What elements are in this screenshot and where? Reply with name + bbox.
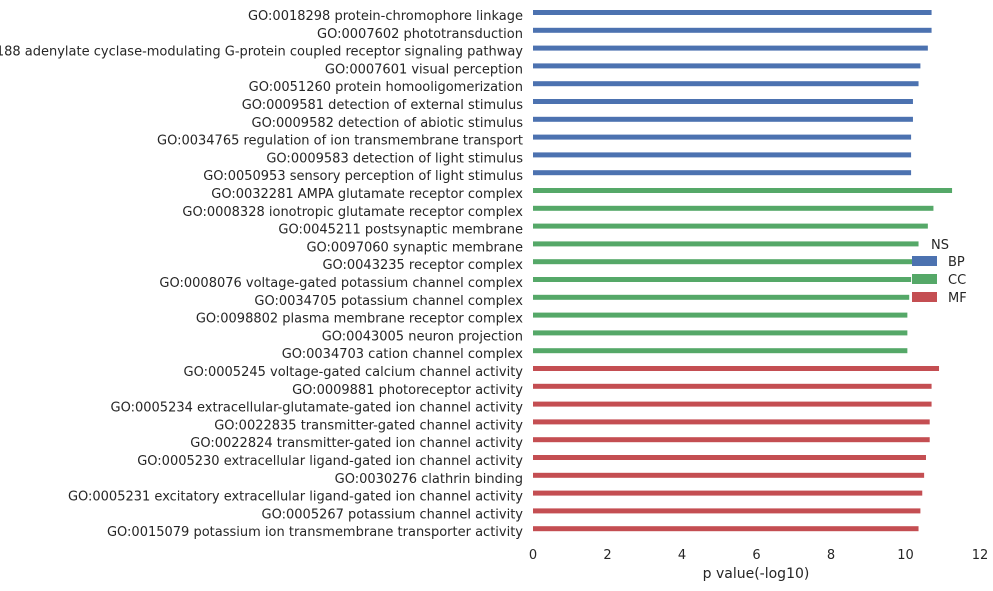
bar-cc — [533, 241, 919, 247]
y-tick-label: GO:0022824 transmitter-gated ion channel… — [190, 436, 523, 451]
bar-bp — [533, 81, 919, 87]
bar-cc — [533, 259, 913, 265]
bar-bp — [533, 170, 912, 176]
legend-swatch-mf — [912, 292, 937, 302]
bar-cc — [533, 330, 908, 336]
bar-bp — [533, 27, 932, 33]
bar-cc — [533, 312, 908, 318]
y-tick-label: GO:0051260 protein homooligomerization — [249, 80, 523, 95]
x-tick-label: 10 — [897, 548, 914, 563]
y-tick-label: GO:0009582 detection of abiotic stimulus — [252, 116, 524, 131]
bar-bp — [533, 99, 913, 104]
y-tick-label: GO:0007188 adenylate cyclase-modulating … — [0, 45, 523, 60]
y-tick-label: GO:0045211 postsynaptic membrane — [278, 223, 523, 238]
bar-cc — [533, 205, 934, 211]
bar-mf — [533, 472, 925, 478]
bar-mf — [533, 383, 932, 389]
y-tick-label: GO:0009881 photoreceptor activity — [292, 383, 523, 398]
legend-title: NS — [931, 238, 949, 253]
legend-swatch-bp — [912, 256, 937, 266]
y-tick-label: GO:0034765 regulation of ion transmembra… — [157, 134, 523, 149]
bar-mf — [533, 419, 930, 425]
bars-group — [533, 10, 953, 532]
y-tick-label: GO:0005230 extracellular ligand-gated io… — [137, 454, 523, 469]
bar-bp — [533, 63, 921, 69]
x-tick-label: 12 — [972, 548, 989, 563]
y-tick-label: GO:0097060 synaptic membrane — [306, 240, 523, 255]
bar-cc — [533, 277, 912, 282]
y-tick-label: GO:0030276 clathrin binding — [335, 472, 523, 487]
y-tick-label: GO:0034705 potassium channel complex — [254, 294, 523, 309]
y-tick-label: GO:0005231 excitatory extracellular liga… — [68, 490, 523, 505]
y-tick-label: GO:0007601 visual perception — [325, 62, 523, 77]
bar-bp — [533, 134, 912, 140]
x-tick-label: 0 — [529, 548, 537, 563]
y-tick-label: GO:0015079 potassium ion transmembrane t… — [107, 525, 523, 540]
legend: NS BP CC MF — [912, 238, 967, 306]
y-tick-label: GO:0005267 potassium channel activity — [262, 507, 524, 522]
legend-label-bp: BP — [948, 255, 965, 270]
y-tick-label: GO:0018298 protein-chromophore linkage — [248, 9, 523, 24]
y-tick-label: GO:0005234 extracellular-glutamate-gated… — [111, 401, 524, 416]
bar-mf — [533, 508, 921, 514]
legend-entries: BP CC MF — [912, 255, 967, 306]
bar-mf — [533, 455, 926, 460]
y-tick-label: GO:0008328 ionotropic glutamate receptor… — [182, 205, 523, 220]
bar-cc — [533, 348, 908, 354]
y-tick-labels: GO:0018298 protein-chromophore linkage GO… — [0, 9, 523, 540]
y-tick-label: GO:0050953 sensory perception of light s… — [203, 169, 523, 184]
x-tick-label: 8 — [827, 548, 835, 563]
y-tick-label: GO:0034703 cation channel complex — [282, 347, 524, 362]
legend-label-mf: MF — [948, 291, 967, 306]
bar-bp — [533, 10, 932, 15]
y-tick-label: GO:0009581 detection of external stimulu… — [242, 98, 524, 113]
y-tick-label: GO:0007602 phototransduction — [317, 27, 523, 42]
legend-swatch-cc — [912, 274, 937, 284]
y-tick-label: GO:0005245 voltage-gated calcium channel… — [184, 365, 524, 380]
x-tick-label: 6 — [752, 548, 760, 563]
bar-cc — [533, 294, 910, 300]
bar-mf — [533, 490, 923, 496]
y-tick-label: GO:0022835 transmitter-gated channel act… — [214, 418, 523, 433]
bar-mf — [533, 526, 919, 532]
bar-bp — [533, 152, 912, 158]
y-tick-label: GO:0043005 neuron projection — [322, 329, 523, 344]
bar-mf — [533, 401, 932, 407]
y-tick-label: GO:0032281 AMPA glutamate receptor compl… — [211, 187, 523, 202]
y-tick-label: GO:0009583 detection of light stimulus — [266, 151, 523, 166]
y-tick-label: GO:0008076 voltage-gated potassium chann… — [159, 276, 523, 291]
bar-bp — [533, 45, 928, 51]
x-tick-label: 2 — [603, 548, 611, 563]
bar-cc — [533, 223, 928, 229]
x-tick-label: 4 — [678, 548, 686, 563]
y-tick-label: GO:0043235 receptor complex — [322, 258, 523, 273]
bar-cc — [533, 188, 953, 193]
x-axis-label: p value(-log10) — [703, 566, 810, 582]
legend-label-cc: CC — [948, 273, 966, 288]
bar-mf — [533, 437, 930, 443]
y-tick-label: GO:0098802 plasma membrane receptor comp… — [196, 312, 523, 327]
bar-bp — [533, 116, 913, 122]
bar-mf — [533, 366, 940, 371]
x-tick-labels: 0 2 4 6 8 10 12 — [529, 548, 988, 563]
